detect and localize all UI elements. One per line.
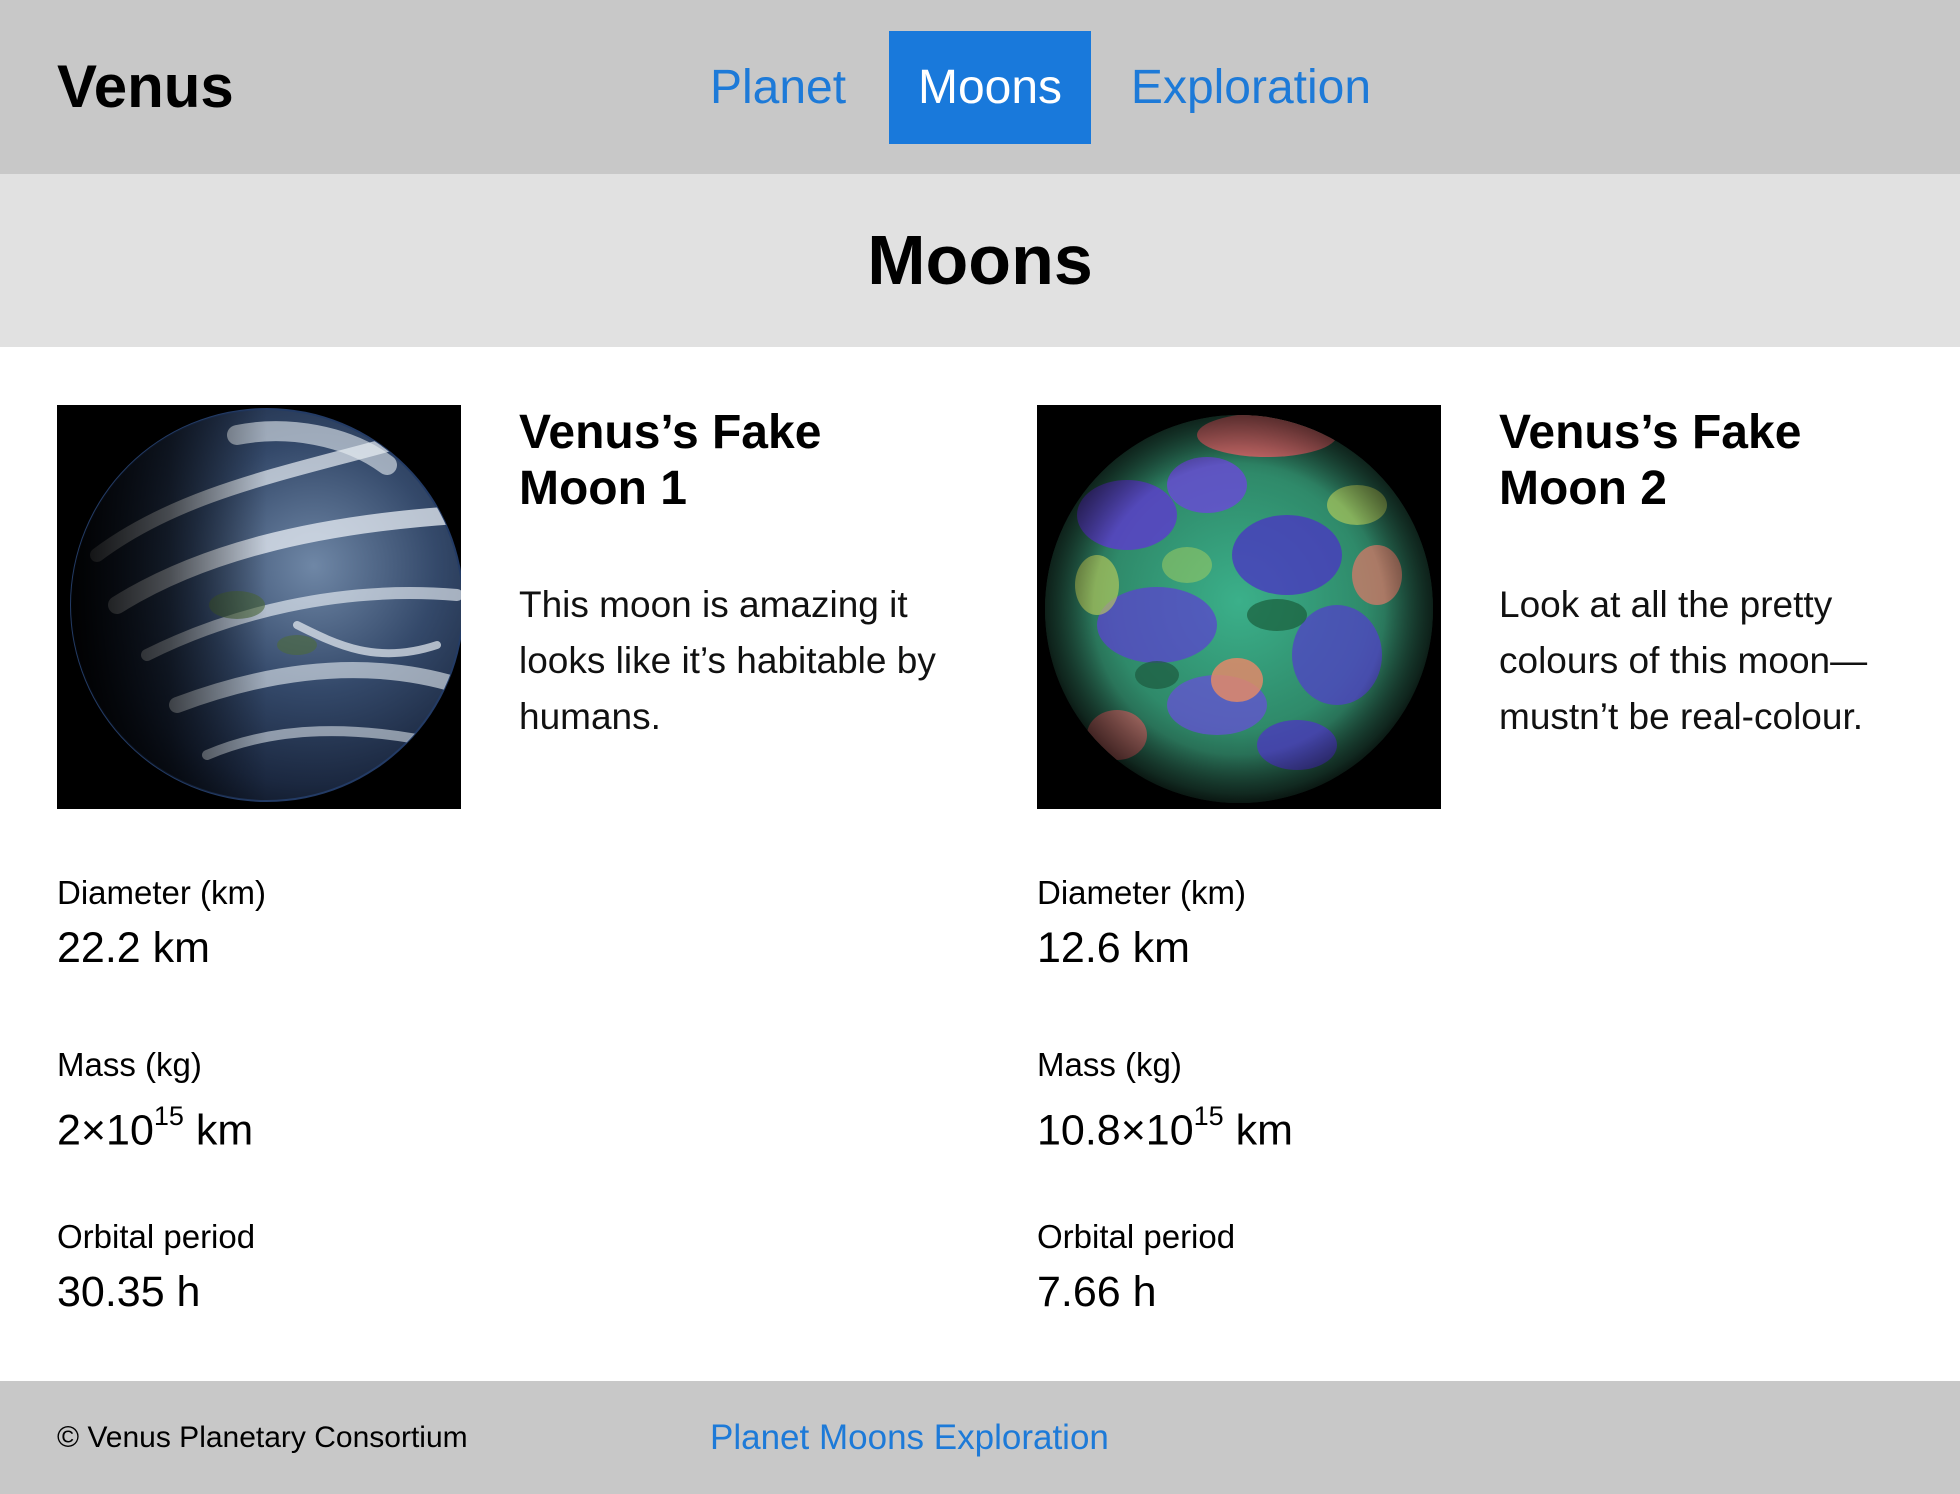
moon-description: Look at all the pretty colours of this m… bbox=[1499, 584, 1868, 737]
earth-like-planet-icon bbox=[57, 405, 461, 809]
mass-exponent: 15 bbox=[1193, 1101, 1224, 1131]
diameter-value: 12.6 km bbox=[1037, 924, 1190, 972]
moon-name: Venus’s Fake Moon 2 bbox=[1499, 406, 1802, 515]
footer-nav: Planet Moons Exploration bbox=[710, 1418, 1109, 1458]
site-footer: © Venus Planetary Consortium Planet Moon… bbox=[0, 1381, 1960, 1494]
mass-unit: km bbox=[183, 1106, 254, 1155]
orbital-period-label: Orbital period bbox=[1037, 1218, 1236, 1255]
mass-base: 2×10 bbox=[57, 1106, 154, 1155]
diameter-value: 22.2 km bbox=[57, 924, 210, 972]
footer-link-planet[interactable]: Planet bbox=[710, 1418, 810, 1457]
nav-planet[interactable]: Planet bbox=[709, 61, 847, 114]
footer-link-moons[interactable]: Moons bbox=[818, 1418, 925, 1457]
site-brand[interactable]: Venus bbox=[57, 53, 234, 120]
copyright-text: © Venus Planetary Consortium bbox=[57, 1421, 468, 1454]
moon-description: This moon is amazing it looks like it’s … bbox=[519, 584, 936, 737]
moon-card-2: Venus’s Fake Moon 2 Look at all the pret… bbox=[1037, 405, 1937, 1365]
orbital-period-value: 7.66 h bbox=[1037, 1268, 1157, 1316]
mass-unit: km bbox=[1223, 1106, 1293, 1155]
nav-exploration[interactable]: Exploration bbox=[1130, 61, 1372, 114]
nav-moons[interactable]: Moons bbox=[889, 31, 1091, 144]
mass-exponent: 15 bbox=[153, 1101, 184, 1131]
mass-value: 10.8×1015 km bbox=[1037, 1094, 1293, 1156]
main-nav: Planet Moons Exploration bbox=[0, 31, 1960, 144]
mass-base: 10.8×10 bbox=[1037, 1106, 1194, 1155]
moon-card-1: Venus’s Fake Moon 1 This moon is amazing… bbox=[57, 405, 957, 1365]
footer-link-exploration[interactable]: Exploration bbox=[933, 1418, 1109, 1457]
orbital-period-label: Orbital period bbox=[57, 1218, 256, 1255]
diameter-label: Diameter (km) bbox=[1037, 874, 1247, 911]
orbital-period-value: 30.35 h bbox=[57, 1268, 201, 1316]
moon-name: Venus’s Fake Moon 1 bbox=[519, 406, 822, 515]
mass-label: Mass (kg) bbox=[57, 1046, 202, 1083]
diameter-label: Diameter (km) bbox=[57, 874, 267, 911]
false-colour-planet-icon bbox=[1037, 405, 1441, 809]
page-title: Moons bbox=[867, 221, 1093, 299]
mass-label: Mass (kg) bbox=[1037, 1046, 1182, 1083]
mass-value: 2×1015 km bbox=[57, 1094, 253, 1156]
page-hero: Moons bbox=[0, 174, 1960, 347]
site-header: Venus Planet Moons Exploration bbox=[0, 0, 1960, 174]
